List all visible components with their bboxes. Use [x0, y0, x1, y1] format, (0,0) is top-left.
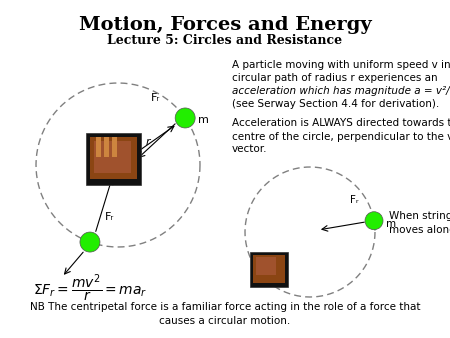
Bar [250, 252, 288, 287]
Text: m: m [386, 219, 396, 229]
Text: vector.: vector. [232, 145, 267, 154]
Text: acceleration which has magnitude a = v²/r: acceleration which has magnitude a = v²/… [232, 86, 450, 96]
Text: centre of the circle, perpendicular to the velocity: centre of the circle, perpendicular to t… [232, 131, 450, 142]
Bar [94, 141, 131, 173]
Text: Fᵣ: Fᵣ [151, 93, 160, 103]
Circle shape [175, 108, 195, 128]
Bar [90, 137, 137, 179]
Text: m: m [198, 115, 209, 125]
Text: A particle moving with uniform speed v in a: A particle moving with uniform speed v i… [232, 60, 450, 70]
Text: NB The centripetal force is a familiar force acting in the role of a force that
: NB The centripetal force is a familiar f… [30, 302, 420, 326]
Text: When string breaks, ball
moves along tangent.: When string breaks, ball moves along tan… [389, 211, 450, 235]
Bar [86, 133, 141, 185]
Text: Acceleration is ALWAYS directed towards the: Acceleration is ALWAYS directed towards … [232, 119, 450, 128]
Text: r: r [146, 137, 151, 147]
Text: circular path of radius r experiences an: circular path of radius r experiences an [232, 73, 437, 83]
Text: Fᵣ: Fᵣ [350, 195, 358, 205]
Circle shape [80, 232, 100, 252]
Text: Motion, Forces and Energy: Motion, Forces and Energy [79, 16, 371, 34]
Text: (see Serway Section 4.4 for derivation).: (see Serway Section 4.4 for derivation). [232, 99, 439, 109]
Circle shape [365, 212, 383, 230]
Bar [96, 137, 101, 157]
Bar [253, 255, 285, 283]
Bar [104, 137, 109, 157]
Text: Fᵣ: Fᵣ [105, 212, 114, 222]
Bar [256, 257, 276, 275]
Text: $\Sigma F_r = \dfrac{mv^2}{r} = ma_r$: $\Sigma F_r = \dfrac{mv^2}{r} = ma_r$ [33, 272, 147, 304]
Text: Lecture 5: Circles and Resistance: Lecture 5: Circles and Resistance [108, 34, 342, 47]
Bar [112, 137, 117, 157]
